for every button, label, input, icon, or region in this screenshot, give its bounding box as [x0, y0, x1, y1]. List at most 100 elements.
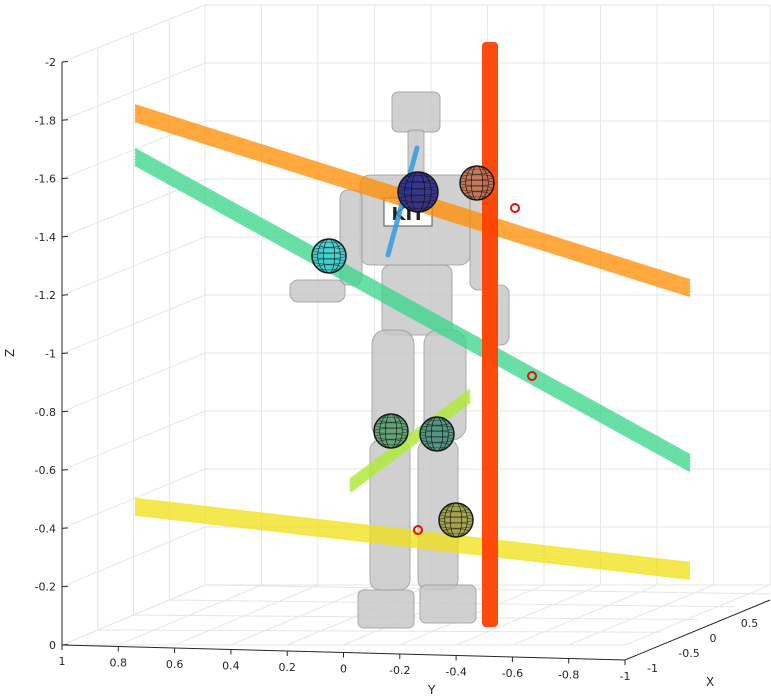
y-tick-label: -0.6 — [502, 667, 523, 680]
y-tick-label: -0.2 — [389, 664, 410, 677]
x-tick-label: 0 — [710, 632, 717, 645]
sphere-parallel — [438, 517, 474, 523]
y-tick-label: -1 — [620, 670, 631, 683]
z-tick-label: -0.2 — [35, 581, 56, 594]
sphere-parallel — [374, 433, 408, 440]
robot-right-foot — [357, 589, 415, 629]
z-tick-mark — [61, 177, 69, 180]
z-tick-mark — [61, 410, 69, 413]
z-tick-label: -2 — [45, 56, 56, 69]
sphere-meridian — [411, 171, 425, 213]
sphere-meridian — [450, 502, 462, 538]
z-tick-label: -1.2 — [35, 289, 56, 302]
grid-line — [133, 614, 698, 620]
contact-marker — [510, 203, 520, 213]
sphere-meridian — [431, 416, 443, 452]
sphere-parallel — [419, 431, 455, 437]
x-tick-label: -1 — [647, 662, 658, 675]
y-axis-label: Y — [427, 683, 436, 697]
z-tick-label: -0.4 — [35, 522, 56, 535]
z-axis-label: Z — [3, 349, 17, 357]
sphere-parallel — [312, 258, 346, 265]
z-tick-label: -1 — [45, 348, 56, 361]
grid-line — [455, 584, 601, 646]
series-line — [134, 500, 691, 568]
z-tick-mark — [61, 119, 69, 121]
robot-head — [391, 91, 441, 133]
z-tick-mark — [61, 585, 69, 588]
sphere-parallel — [443, 528, 469, 535]
series-vertical-bar — [482, 42, 498, 627]
z-tick-mark — [61, 644, 69, 646]
series-line — [134, 506, 691, 574]
x-tick-label: -0.5 — [678, 647, 699, 660]
z-tick-label: -1.8 — [35, 114, 56, 127]
z-tick-mark — [61, 469, 69, 471]
sphere-parallel — [464, 191, 490, 198]
series-line — [349, 388, 471, 482]
sphere-layer — [311, 165, 537, 538]
y-tick-label: 1 — [59, 655, 66, 668]
series-line — [349, 400, 471, 493]
series-line — [134, 160, 691, 469]
contact-marker — [527, 371, 537, 381]
z-tick-label: -0.6 — [35, 464, 56, 477]
sphere-parallel — [373, 428, 409, 434]
series-line — [349, 395, 471, 489]
series-line — [134, 148, 691, 457]
z-tick-label: -0.8 — [35, 406, 56, 419]
y-tick-label: -0.8 — [558, 669, 579, 682]
x-axis-label: X — [706, 675, 714, 689]
tick-labels: -2-1.8-1.6-1.4-1.2-1-0.8-0.6-0.4-0.201 0.… — [35, 56, 759, 683]
series-line — [349, 393, 471, 486]
sphere-parallel — [460, 185, 494, 192]
sphere-parallel — [397, 188, 439, 196]
sphere-parallel — [459, 180, 495, 186]
z-tick-label: 0 — [49, 639, 56, 652]
x-axis-line — [624, 599, 771, 661]
sphere-parallel — [316, 264, 342, 271]
grid-line — [512, 584, 658, 646]
sphere-parallel — [378, 439, 404, 446]
series-line — [134, 509, 691, 577]
z-tick-label: -1.4 — [35, 231, 56, 244]
sphere-meridian — [323, 238, 335, 274]
z-tick-mark — [61, 527, 69, 529]
y-tick-label: 0 — [340, 663, 347, 676]
sphere-parallel — [424, 442, 450, 449]
sphere-parallel — [439, 522, 473, 529]
grid-line — [230, 584, 375, 646]
sphere-meridian — [471, 165, 483, 201]
series-line — [134, 503, 691, 571]
series-line — [349, 391, 471, 484]
robot-left-foot — [419, 584, 477, 624]
series-line — [134, 157, 691, 466]
grid-line — [624, 584, 771, 646]
z-tick-mark — [61, 235, 69, 238]
sphere-parallel — [311, 253, 347, 259]
z-tick-label: -1.6 — [35, 173, 56, 186]
sphere-parallel — [402, 202, 434, 209]
robot-right-forearm — [289, 279, 346, 303]
y-tick-label: -0.4 — [445, 666, 466, 679]
grid-line — [97, 629, 662, 633]
contact-marker — [413, 525, 423, 535]
series-line — [134, 497, 691, 565]
series-line — [134, 163, 691, 472]
y-tick-label: 0.4 — [222, 660, 240, 673]
grid-line — [568, 584, 714, 646]
series-line — [349, 398, 471, 491]
series-line — [134, 154, 691, 463]
sphere-meridian — [385, 413, 397, 449]
series-line — [134, 151, 691, 460]
grid-line — [174, 584, 319, 646]
y-tick-label: 0.6 — [166, 658, 184, 671]
y-tick-label: 0.2 — [278, 661, 296, 674]
z-tick-mark — [61, 61, 69, 63]
z-tick-mark — [61, 294, 69, 296]
y-tick-label: 0.8 — [110, 657, 128, 670]
z-tick-mark — [61, 352, 69, 354]
series-line — [134, 512, 691, 580]
sphere-parallel — [420, 436, 454, 443]
